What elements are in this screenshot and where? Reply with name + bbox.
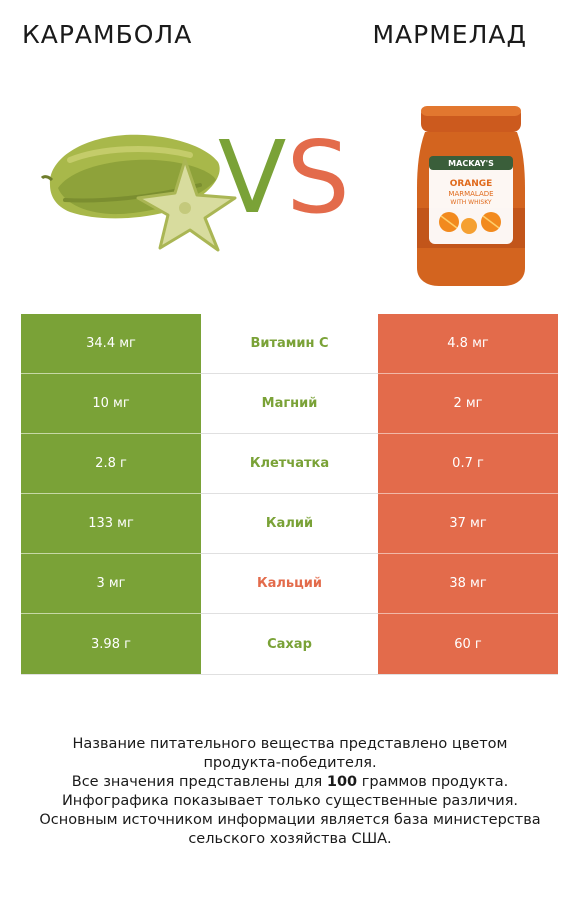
- footer-line-3-bold: 100: [326, 774, 358, 790]
- nutrient-name: Сахар: [201, 614, 378, 674]
- right-product-title: МАРМЕЛАД: [372, 20, 527, 49]
- left-value: 10 мг: [21, 374, 201, 434]
- carambola-image: [40, 134, 237, 252]
- jar-line3: WITH WHISKY: [450, 199, 492, 206]
- table-row: 34.4 мг Витамин C 4.8 мг: [21, 314, 558, 374]
- nutrient-name: Витамин C: [201, 314, 378, 374]
- hero-images: MACKAY'S ORANGE MARMALADE WITH WHISKY VS: [0, 90, 580, 290]
- right-value: 60 г: [378, 614, 558, 674]
- nutrient-name: Кальций: [201, 554, 378, 614]
- table-row: 3 мг Кальций 38 мг: [21, 554, 558, 614]
- footer-line-6: сельского хозяйства США.: [188, 831, 392, 847]
- nutrient-name: Клетчатка: [201, 434, 378, 494]
- footer-line-2: продукта-победителя.: [203, 755, 377, 771]
- nutrient-name: Калий: [201, 494, 378, 554]
- comparison-table: 34.4 мг Витамин C 4.8 мг 10 мг Магний 2 мг 2.8…: [21, 314, 558, 674]
- table-bottom-divider: [21, 674, 558, 675]
- left-value: 2.8 г: [21, 434, 201, 494]
- footer-line-3-pre: Все значения представлены для: [71, 774, 327, 790]
- table-row: 2.8 г Клетчатка 0.7 г: [21, 434, 558, 494]
- footer-line-3-post: граммов продукта.: [357, 774, 509, 790]
- vs-v: V: [218, 119, 287, 236]
- right-value: 0.7 г: [378, 434, 558, 494]
- jar-line1: ORANGE: [450, 179, 493, 189]
- footer-line-1: Название питательного вещества представл…: [72, 736, 508, 752]
- left-value: 3 мг: [21, 554, 201, 614]
- table-row: 3.98 г Сахар 60 г: [21, 614, 558, 674]
- table-row: 10 мг Магний 2 мг: [21, 374, 558, 434]
- left-value: 34.4 мг: [21, 314, 201, 374]
- footer-line-3: Все значения представлены для 100 граммо…: [0, 773, 580, 792]
- left-value: 3.98 г: [21, 614, 201, 674]
- table-row: 133 мг Калий 37 мг: [21, 494, 558, 554]
- marmalade-jar-image: MACKAY'S ORANGE MARMALADE WITH WHISKY: [417, 106, 525, 286]
- right-value: 4.8 мг: [378, 314, 558, 374]
- footer-notes: Название питательного вещества представл…: [0, 735, 580, 849]
- right-value: 38 мг: [378, 554, 558, 614]
- right-value: 2 мг: [378, 374, 558, 434]
- footer-line-4: Инфографика показывает только существенн…: [61, 793, 519, 809]
- vs-label: VS: [218, 128, 350, 228]
- right-value: 37 мг: [378, 494, 558, 554]
- left-product-title: КАРАМБОЛА: [22, 20, 193, 49]
- vs-s: S: [286, 119, 350, 236]
- left-value: 133 мг: [21, 494, 201, 554]
- jar-line2: MARMALADE: [448, 190, 493, 198]
- nutrient-name: Магний: [201, 374, 378, 434]
- jar-brand: MACKAY'S: [448, 159, 494, 168]
- footer-line-5: Основным источником информации является …: [39, 812, 541, 828]
